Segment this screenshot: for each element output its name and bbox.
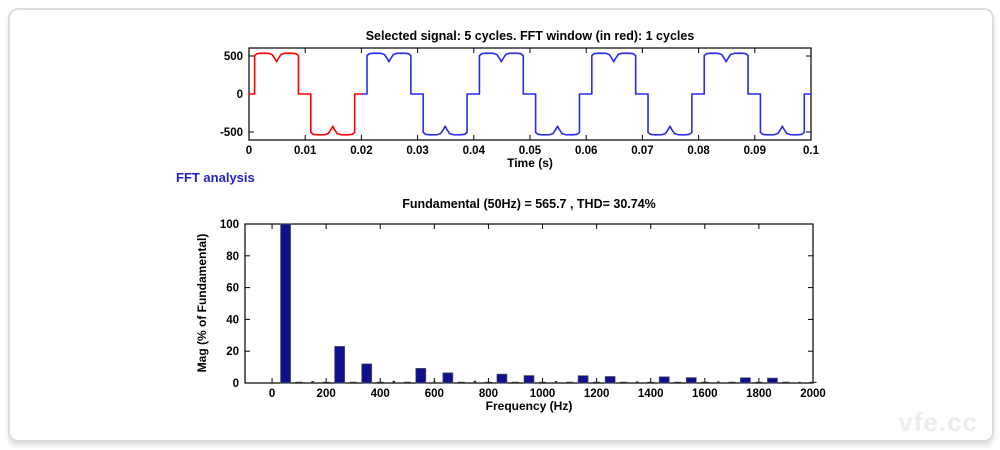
- x-tick-label: 0.07: [631, 145, 653, 157]
- y-tick-label: 60: [226, 283, 239, 295]
- fft-plot: Fundamental (50Hz) = 565.7 , THD= 30.74%…: [195, 197, 826, 413]
- harmonic-bar: [349, 381, 357, 383]
- fft-yaxis-label: Mag (% of Fundamental): [195, 234, 209, 373]
- y-tick-label: 0: [237, 89, 243, 101]
- harmonic-bar: [566, 381, 574, 383]
- harmonic-bar: [755, 381, 763, 383]
- y-tick-label: -500: [220, 127, 243, 139]
- x-tick-label: 0.09: [744, 145, 766, 157]
- harmonic-bar: [635, 381, 639, 383]
- x-tick-label: 0.08: [687, 145, 710, 157]
- harmonic-bar: [361, 363, 373, 384]
- harmonic-bar: [728, 381, 736, 383]
- axis-box: [244, 223, 814, 384]
- fft-axes: 0 200 400 600 800 1000 1200 1400 1600 1800 2000 0 20…: [220, 219, 826, 400]
- harmonic-bar: [311, 381, 314, 383]
- fft-analysis-link: FFT analysis: [176, 170, 255, 185]
- harmonic-bar: [798, 381, 801, 383]
- harmonic-bar: [577, 375, 589, 384]
- harmonic-bar: [415, 368, 427, 384]
- fft-bars: [280, 223, 817, 384]
- harmonic-bar: [295, 381, 303, 383]
- x-tick-label: 0.03: [406, 145, 428, 157]
- y-tick-label: 100: [220, 219, 239, 231]
- harmonic-bar: [620, 381, 628, 383]
- x-tick-label: 200: [317, 388, 336, 400]
- harmonic-bar: [523, 375, 535, 384]
- x-tick-label: 800: [479, 388, 498, 400]
- harmonic-bar: [433, 381, 436, 383]
- x-tick-label: 600: [425, 388, 444, 400]
- signal-axes: 0 0.01 0.02 0.03 0.04 0.05 0.06 0.07 0.08 0.09 0.1…: [220, 47, 820, 157]
- x-tick-label: 1600: [692, 388, 718, 400]
- x-tick-label: 2000: [800, 388, 826, 400]
- harmonic-bar: [593, 381, 601, 383]
- harmonic-bar: [647, 381, 655, 383]
- fft-window-line: [248, 52, 363, 136]
- x-tick-label: 1400: [638, 388, 664, 400]
- harmonic-bar: [322, 381, 330, 383]
- harmonic-bar: [674, 381, 682, 383]
- x-tick-label: 1200: [584, 388, 610, 400]
- harmonic-bar: [767, 377, 778, 384]
- harmonic-bar: [717, 381, 720, 383]
- y-tick-label: 20: [226, 346, 239, 358]
- x-tick-label: 0: [269, 388, 275, 400]
- harmonic-bar: [376, 381, 384, 383]
- harmonic-bar: [782, 381, 790, 383]
- harmonic-bar: [539, 381, 547, 383]
- harmonic-bar: [658, 376, 670, 384]
- x-tick-label: 400: [371, 388, 390, 400]
- harmonic-bar: [457, 381, 465, 383]
- signal-line: [360, 52, 812, 136]
- x-tick-label: 0: [246, 145, 252, 157]
- x-tick-label: 1800: [746, 388, 772, 400]
- signal-waveform: [248, 52, 812, 136]
- harmonic-bar: [685, 377, 697, 384]
- x-tick-label: 0.04: [463, 145, 486, 157]
- x-tick-label: 0.01: [294, 145, 317, 157]
- harmonic-bar: [403, 381, 411, 383]
- signal-xaxis-label: Time (s): [507, 156, 553, 170]
- x-tick-label: 0.05: [519, 145, 542, 157]
- harmonic-bar: [392, 380, 396, 383]
- x-tick-label: 0.02: [350, 145, 372, 157]
- harmonic-bar: [701, 381, 709, 383]
- harmonic-bar: [280, 223, 291, 384]
- x-tick-label: 0.06: [575, 145, 597, 157]
- fft-plot-title: Fundamental (50Hz) = 565.7 , THD= 30.74%: [402, 197, 656, 211]
- harmonic-bar: [334, 346, 346, 384]
- signal-plot-title: Selected signal: 5 cycles. FFT window (i…: [366, 29, 695, 43]
- x-tick-label: 1000: [530, 388, 556, 400]
- harmonic-bar: [740, 377, 751, 384]
- watermark: vfe.cc: [898, 407, 978, 437]
- harmonic-bar: [442, 372, 454, 384]
- harmonic-bar: [473, 380, 477, 383]
- y-tick-label: 40: [226, 314, 239, 326]
- harmonic-bar: [511, 381, 519, 383]
- harmonic-bar: [484, 381, 492, 383]
- figure-card: [8, 8, 994, 442]
- harmonic-bar: [554, 381, 558, 383]
- harmonic-bar: [496, 373, 508, 384]
- signal-plot: Selected signal: 5 cycles. FFT window (i…: [220, 29, 820, 170]
- harmonic-bar: [604, 376, 616, 384]
- y-tick-label: 0: [233, 378, 239, 390]
- y-tick-label: 80: [226, 251, 239, 263]
- x-tick-label: 0.1: [803, 145, 820, 157]
- fft-xaxis-label: Frequency (Hz): [486, 399, 573, 413]
- harmonic-bar: [809, 381, 817, 383]
- y-tick-label: 500: [224, 51, 243, 63]
